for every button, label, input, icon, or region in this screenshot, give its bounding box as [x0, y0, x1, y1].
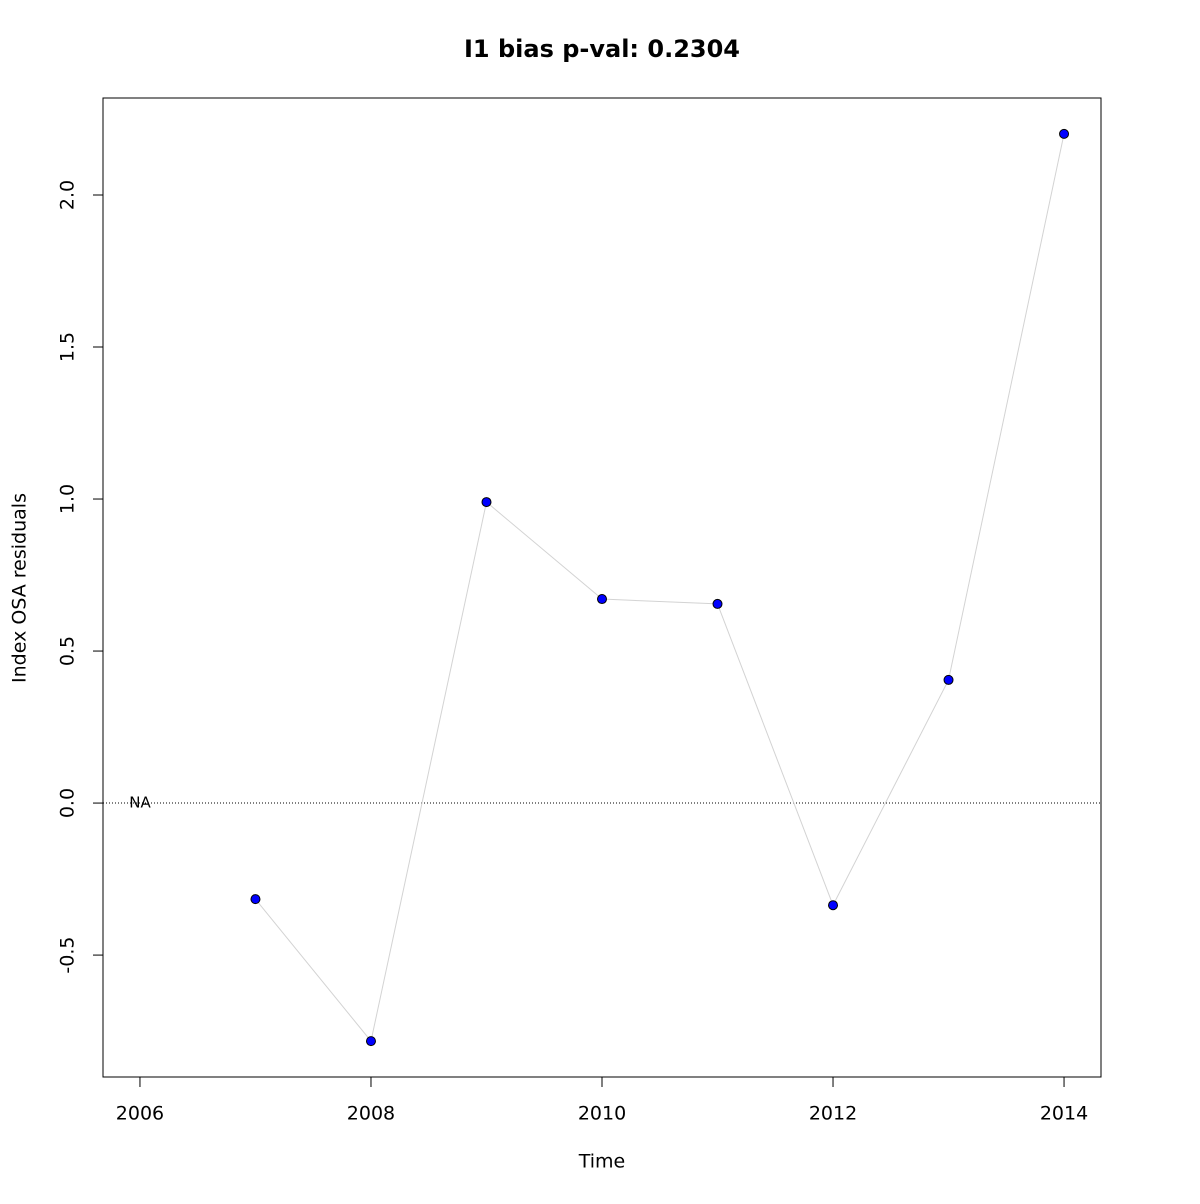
data-point [712, 598, 723, 609]
x-axis-label: Time [578, 1151, 626, 1173]
y-tick-label: 0.0 [57, 788, 79, 818]
plot-frame [102, 97, 1102, 1078]
data-point [250, 894, 261, 905]
y-tick-label: 1.5 [57, 332, 79, 362]
data-point [481, 497, 492, 508]
data-point [365, 1036, 376, 1047]
chart-title: I1 bias p-val: 0.2304 [464, 35, 740, 63]
x-tick-label: 2006 [116, 1103, 164, 1125]
y-tick-label: 2.0 [57, 180, 79, 210]
y-tick-label: -0.5 [57, 937, 79, 974]
y-tick-label: 0.5 [57, 636, 79, 666]
data-point [597, 594, 607, 605]
y-tick-label: 1.0 [57, 484, 79, 514]
x-tick-label: 2012 [809, 1103, 857, 1125]
series-line [255, 133, 1065, 1043]
x-tick-label: 2010 [578, 1103, 626, 1125]
x-tick-label: 2008 [347, 1103, 395, 1125]
x-tick-label: 2014 [1040, 1103, 1088, 1125]
annotation: NA [129, 794, 151, 812]
y-axis-label: Index OSA residuals [9, 493, 31, 683]
data-point [828, 900, 839, 911]
data-point [1059, 128, 1070, 139]
data-point [943, 674, 954, 685]
